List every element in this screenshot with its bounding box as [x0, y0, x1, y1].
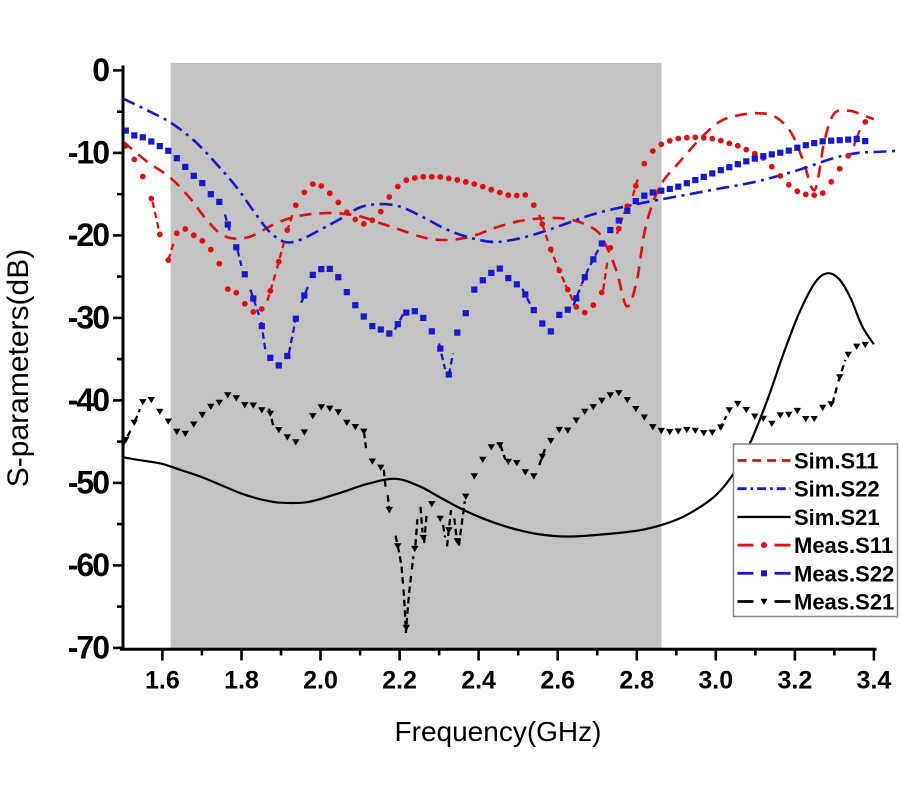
svg-text:-30: -30: [68, 299, 109, 335]
svg-text:Sim.S22: Sim.S22: [794, 477, 880, 502]
svg-text:-50: -50: [68, 464, 109, 500]
svg-text:2.4: 2.4: [461, 667, 496, 695]
svg-text:Meas.S21: Meas.S21: [794, 590, 894, 615]
svg-text:3.0: 3.0: [698, 667, 733, 695]
svg-text:Sim.S21: Sim.S21: [794, 505, 880, 530]
svg-text:1.8: 1.8: [224, 667, 259, 695]
svg-text:Frequency(GHz): Frequency(GHz): [395, 716, 602, 747]
svg-text:3.4: 3.4: [857, 667, 892, 695]
svg-text:0: 0: [92, 52, 109, 88]
svg-text:2.2: 2.2: [382, 667, 417, 695]
svg-text:Sim.S11: Sim.S11: [794, 449, 878, 474]
svg-text:-10: -10: [68, 134, 109, 170]
svg-text:-70: -70: [68, 629, 109, 665]
svg-text:Meas.S22: Meas.S22: [794, 561, 894, 586]
svg-text:Meas.S11: Meas.S11: [794, 533, 893, 558]
svg-text:-40: -40: [68, 382, 109, 418]
svg-text:-60: -60: [68, 547, 109, 583]
svg-text:1.6: 1.6: [145, 667, 180, 695]
svg-text:S-parameters(dB): S-parameters(dB): [2, 249, 35, 487]
svg-text:2.8: 2.8: [619, 667, 654, 695]
svg-text:2.6: 2.6: [540, 667, 575, 695]
svg-text:3.2: 3.2: [778, 667, 813, 695]
svg-text:-20: -20: [68, 217, 109, 253]
svg-text:2.0: 2.0: [303, 667, 338, 695]
